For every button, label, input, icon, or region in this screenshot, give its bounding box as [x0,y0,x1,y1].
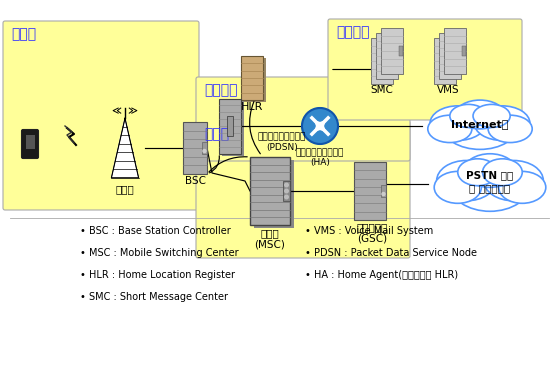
Text: VMS: VMS [437,85,459,95]
Polygon shape [111,118,139,178]
FancyBboxPatch shape [254,160,294,228]
Ellipse shape [473,104,510,127]
FancyBboxPatch shape [439,33,461,79]
FancyBboxPatch shape [241,56,263,100]
FancyBboxPatch shape [444,28,466,74]
Ellipse shape [464,154,516,187]
Ellipse shape [458,159,498,186]
Text: • VMS : Voice Mail System: • VMS : Voice Mail System [305,226,433,236]
FancyBboxPatch shape [227,116,233,136]
Text: SMC: SMC [371,85,394,95]
FancyBboxPatch shape [244,58,266,102]
Text: 음성망: 음성망 [204,127,229,141]
Text: • BSC : Base Station Controller: • BSC : Base Station Controller [80,226,231,236]
Ellipse shape [488,115,532,143]
Ellipse shape [428,115,472,143]
Text: • HA : Home Agent(데이터망의 HLR): • HA : Home Agent(데이터망의 HLR) [305,270,458,280]
Ellipse shape [449,157,530,211]
Ellipse shape [482,159,522,186]
FancyBboxPatch shape [389,56,393,66]
FancyBboxPatch shape [219,98,241,153]
Ellipse shape [499,171,546,203]
FancyBboxPatch shape [381,185,386,197]
FancyBboxPatch shape [21,130,39,158]
FancyBboxPatch shape [283,181,290,201]
Text: • SMC : Short Message Center: • SMC : Short Message Center [80,292,228,302]
Ellipse shape [442,102,518,149]
Text: BSC: BSC [184,176,206,186]
FancyBboxPatch shape [354,162,386,220]
Ellipse shape [484,160,543,201]
Text: HLR: HLR [241,102,263,112]
FancyBboxPatch shape [434,38,456,84]
FancyBboxPatch shape [399,46,403,56]
FancyBboxPatch shape [371,38,393,84]
Text: 패킷데이타교환서버
(PDSN): 패킷데이타교환서버 (PDSN) [258,132,306,152]
Ellipse shape [474,106,530,141]
Ellipse shape [437,160,496,201]
FancyBboxPatch shape [202,142,207,154]
Circle shape [285,195,288,199]
FancyBboxPatch shape [183,122,207,174]
FancyBboxPatch shape [222,101,244,156]
Circle shape [302,108,338,144]
FancyBboxPatch shape [452,56,456,66]
FancyBboxPatch shape [26,135,35,149]
Circle shape [285,183,288,187]
Text: • MSC : Mobile Switching Center: • MSC : Mobile Switching Center [80,248,239,258]
Text: 기지국: 기지국 [116,184,134,194]
Text: Internet망: Internet망 [451,119,509,129]
Text: 부가장비: 부가장비 [336,25,369,39]
FancyBboxPatch shape [196,77,410,161]
Text: 교환기
(MSC): 교환기 (MSC) [254,228,286,250]
Ellipse shape [430,106,486,141]
Text: • HLR : Home Location Register: • HLR : Home Location Register [80,270,235,280]
Ellipse shape [450,104,487,127]
FancyBboxPatch shape [196,121,410,258]
Text: 패킷데이타전문장비
(HA): 패킷데이타전문장비 (HA) [296,148,344,167]
Text: 전문교환기
(GSC): 전문교환기 (GSC) [357,222,387,244]
Ellipse shape [456,100,504,129]
FancyBboxPatch shape [3,21,199,210]
FancyBboxPatch shape [462,46,466,56]
Text: • PDSN : Packet Data Service Node: • PDSN : Packet Data Service Node [305,248,477,258]
Circle shape [203,149,206,153]
FancyBboxPatch shape [328,19,522,120]
FancyBboxPatch shape [457,51,461,61]
Ellipse shape [434,171,481,203]
Circle shape [285,189,288,193]
Text: 무선망: 무선망 [11,27,36,41]
Text: 데이터망: 데이터망 [204,83,238,97]
Circle shape [382,193,385,195]
FancyBboxPatch shape [394,51,398,61]
FancyBboxPatch shape [381,28,403,74]
Text: PSTN 또는
타 이동통신망: PSTN 또는 타 이동통신망 [466,171,514,194]
FancyBboxPatch shape [376,33,398,79]
FancyBboxPatch shape [250,157,290,225]
